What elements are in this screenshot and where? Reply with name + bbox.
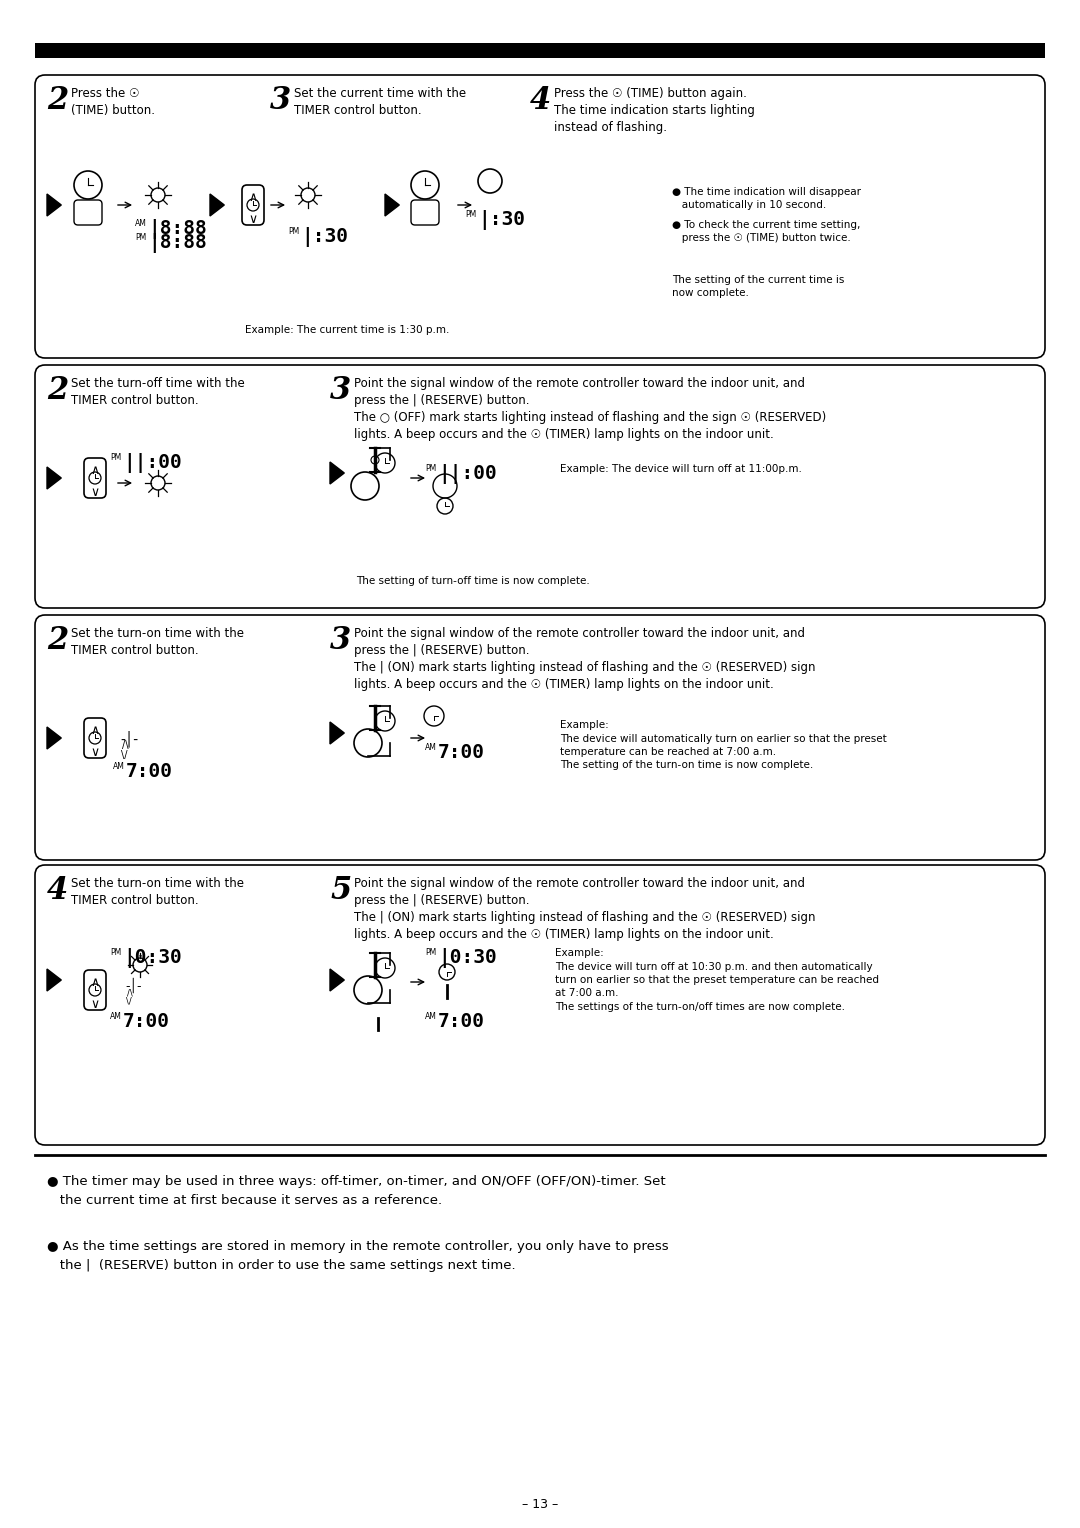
Text: The setting of turn-off time is now complete.: The setting of turn-off time is now comp… [356, 576, 590, 587]
Text: ∧: ∧ [91, 724, 99, 736]
Text: ||:00: ||:00 [123, 452, 181, 474]
Text: AM: AM [110, 1012, 122, 1021]
Text: 7:00: 7:00 [438, 743, 485, 762]
Text: Example: The device will turn off at 11:00p.m.: Example: The device will turn off at 11:… [561, 465, 801, 474]
Text: ∨: ∨ [91, 486, 99, 500]
Circle shape [372, 455, 379, 465]
Polygon shape [330, 723, 345, 744]
Polygon shape [330, 969, 345, 992]
Text: ∧: ∧ [91, 465, 99, 477]
Text: 3: 3 [270, 86, 292, 116]
Text: -│-: -│- [125, 978, 141, 993]
Polygon shape [210, 194, 225, 215]
Text: |:30: |:30 [301, 228, 348, 248]
Text: PM: PM [110, 452, 121, 461]
Text: AM: AM [426, 1012, 437, 1021]
Text: 7:00: 7:00 [126, 762, 173, 781]
Text: 5: 5 [330, 876, 351, 906]
Text: The device will automatically turn on earlier so that the preset
temperature can: The device will automatically turn on ea… [561, 733, 887, 770]
Text: PM: PM [426, 947, 436, 957]
Text: ||:00: ||:00 [438, 465, 497, 484]
Text: Set the current time with the
TIMER control button.: Set the current time with the TIMER cont… [294, 87, 467, 118]
Text: AM: AM [113, 762, 125, 772]
Text: AM: AM [426, 743, 437, 752]
Text: ● The timer may be used in three ways: off-timer, on-timer, and ON/OFF (OFF/ON)-: ● The timer may be used in three ways: o… [48, 1175, 665, 1207]
Text: 4: 4 [530, 86, 551, 116]
Text: Press the ☉
(TIME) button.: Press the ☉ (TIME) button. [71, 87, 156, 118]
Text: PM: PM [110, 947, 121, 957]
Text: Point the signal window of the remote controller toward the indoor unit, and
pre: Point the signal window of the remote co… [354, 377, 826, 442]
Text: ∧: ∧ [91, 976, 99, 989]
Text: |8:88: |8:88 [148, 219, 206, 238]
Text: 7:00: 7:00 [438, 1012, 485, 1031]
Text: PM: PM [288, 228, 299, 235]
Text: Example:: Example: [561, 720, 609, 730]
Text: 3: 3 [330, 374, 351, 406]
Text: ● As the time settings are stored in memory in the remote controller, you only h: ● As the time settings are stored in mem… [48, 1241, 669, 1271]
Text: \/: \/ [126, 996, 134, 1005]
Bar [35, 43, 1045, 58]
Polygon shape [48, 727, 62, 749]
Text: ∨: ∨ [248, 212, 257, 226]
Text: ● To check the current time setting,
   press the ☉ (TIME) button twice.: ● To check the current time setting, pre… [672, 220, 861, 243]
Text: |8:88: |8:88 [148, 232, 206, 254]
Text: PM: PM [465, 209, 476, 219]
Text: -│-: -│- [120, 730, 138, 747]
Text: Point the signal window of the remote controller toward the indoor unit, and
pre: Point the signal window of the remote co… [354, 626, 815, 691]
Text: The device will turn off at 10:30 p.m. and then automatically
turn on earlier so: The device will turn off at 10:30 p.m. a… [555, 963, 879, 1012]
Text: Example:: Example: [555, 947, 604, 958]
Text: ● The time indication will disappear
   automatically in 10 second.: ● The time indication will disappear aut… [672, 186, 861, 211]
Text: Example: The current time is 1:30 p.m.: Example: The current time is 1:30 p.m. [245, 325, 449, 335]
Text: AM: AM [135, 219, 147, 228]
Text: |0:30: |0:30 [123, 947, 181, 969]
Text: |:30: |:30 [478, 209, 525, 231]
Text: |0:30: |0:30 [438, 947, 497, 969]
Text: Press the ☉ (TIME) button again.
The time indication starts lighting
instead of : Press the ☉ (TIME) button again. The tim… [554, 87, 755, 134]
Text: PM: PM [135, 232, 146, 241]
Text: 3: 3 [330, 625, 351, 656]
Text: PM: PM [426, 465, 436, 474]
Polygon shape [384, 194, 400, 215]
Text: /\: /\ [122, 740, 129, 750]
Text: ∧: ∧ [248, 191, 257, 205]
Text: The setting of the current time is
now complete.: The setting of the current time is now c… [672, 275, 845, 298]
Polygon shape [48, 468, 62, 489]
Text: 2: 2 [48, 625, 68, 656]
Text: /\: /\ [127, 989, 133, 996]
Text: \/: \/ [121, 750, 131, 759]
Text: ∨: ∨ [91, 998, 99, 1012]
Text: Set the turn-on time with the
TIMER control button.: Set the turn-on time with the TIMER cont… [71, 877, 244, 908]
Text: 7:00: 7:00 [123, 1012, 170, 1031]
Text: ∨: ∨ [91, 746, 99, 759]
Polygon shape [48, 969, 62, 992]
Text: 2: 2 [48, 374, 68, 406]
Text: Set the turn-off time with the
TIMER control button.: Set the turn-off time with the TIMER con… [71, 377, 245, 406]
Text: 4: 4 [48, 876, 68, 906]
Text: Point the signal window of the remote controller toward the indoor unit, and
pre: Point the signal window of the remote co… [354, 877, 815, 941]
Text: – 13 –: – 13 – [522, 1497, 558, 1511]
Polygon shape [48, 194, 62, 215]
Polygon shape [330, 461, 345, 484]
Text: Set the turn-on time with the
TIMER control button.: Set the turn-on time with the TIMER cont… [71, 626, 244, 657]
Text: 2: 2 [48, 86, 68, 116]
